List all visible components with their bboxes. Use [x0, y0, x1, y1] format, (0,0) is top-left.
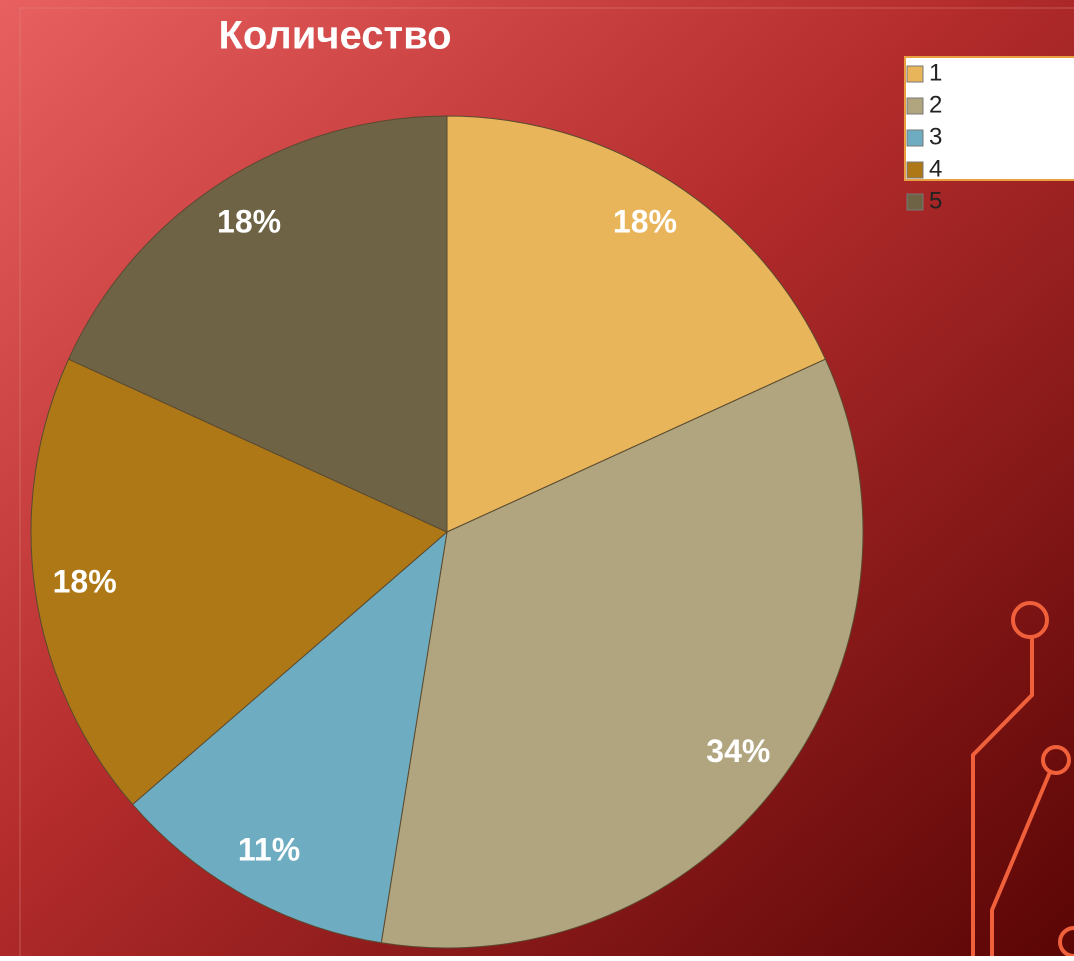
legend-swatch	[906, 129, 924, 147]
pie-slice	[131, 530, 448, 944]
legend-swatch	[906, 161, 924, 179]
chart-title: Количество	[218, 14, 451, 58]
circuit-decoration	[971, 601, 1074, 958]
legend-label: 2	[929, 91, 942, 118]
legend-swatch	[906, 65, 924, 83]
legend-swatch	[906, 97, 924, 115]
chart-frame	[19, 7, 1074, 961]
pie-slice	[446, 115, 827, 533]
pie-slice	[67, 115, 448, 533]
data-label: 18%	[53, 564, 117, 600]
legend-label: 3	[929, 123, 942, 150]
data-label: 34%	[706, 733, 770, 769]
pie-slice	[380, 358, 864, 949]
data-label: 11%	[238, 831, 300, 867]
legend: 1 2 3 4 5	[906, 59, 942, 214]
data-label: 18%	[217, 203, 281, 239]
legend-label: 4	[929, 155, 942, 182]
legend-box	[904, 56, 1074, 181]
pie: 18% 34% 11% 18% 18%	[30, 115, 864, 949]
legend-swatch	[906, 193, 924, 211]
legend-label: 5	[929, 187, 942, 214]
legend-label: 1	[929, 59, 942, 86]
pie-slice	[30, 358, 448, 806]
data-label: 18%	[613, 203, 677, 239]
